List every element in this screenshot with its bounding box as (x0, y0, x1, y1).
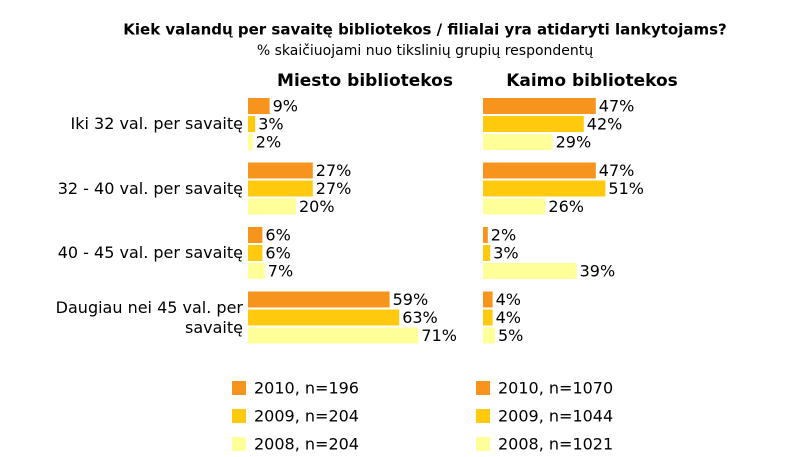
legend-swatch (232, 381, 246, 395)
bar (248, 134, 253, 150)
bar (248, 245, 263, 261)
value-label: 29% (556, 133, 592, 152)
panel-title: Miesto bibliotekos (277, 71, 453, 91)
value-label: 20% (299, 197, 335, 216)
category-label: Daugiau nei 45 val. per savaitę (55, 297, 243, 337)
value-label: 63% (402, 308, 438, 327)
value-label: 6% (265, 244, 290, 263)
value-label: 4% (496, 308, 521, 327)
bar (248, 227, 263, 243)
bar (248, 327, 419, 344)
bar (483, 291, 493, 308)
legend-swatch (476, 381, 490, 395)
value-label: 47% (599, 161, 635, 180)
bar (483, 263, 577, 279)
category-label: 32 - 40 val. per savaitę (57, 178, 243, 198)
value-label: 47% (599, 97, 635, 116)
value-label: 42% (587, 115, 623, 134)
chart-title: Kiek valandų per savaitę bibliotekos / f… (123, 21, 726, 39)
bar (248, 309, 400, 326)
legend-label: 2008, n=204 (254, 435, 359, 454)
legend-label: 2010, n=196 (254, 379, 359, 398)
value-label: 2% (256, 133, 281, 152)
value-label: 7% (268, 262, 293, 281)
bar (248, 116, 256, 132)
legend-label: 2008, n=1021 (498, 435, 613, 454)
value-label: 27% (316, 161, 352, 180)
legend-swatch (476, 409, 490, 423)
bar (483, 327, 495, 344)
bar (248, 98, 270, 114)
bar (483, 98, 596, 114)
value-label: 39% (580, 262, 616, 281)
value-label: 9% (273, 97, 298, 116)
value-label: 51% (608, 179, 644, 198)
bar (248, 162, 313, 179)
value-label: 26% (548, 197, 584, 216)
value-label: 59% (393, 290, 429, 309)
value-label: 27% (316, 179, 352, 198)
bar (483, 309, 493, 326)
bar (483, 198, 546, 215)
bar (483, 180, 606, 197)
bar (248, 180, 313, 197)
bar (483, 227, 488, 243)
category-label: Iki 32 val. per savaitę (70, 114, 244, 133)
bar (483, 116, 584, 132)
legend-label: 2009, n=1044 (498, 407, 613, 426)
value-label: 5% (498, 326, 523, 345)
bar (248, 263, 265, 279)
bar (248, 198, 296, 215)
bar (248, 291, 390, 308)
legend-swatch (476, 437, 490, 451)
legend-label: 2009, n=204 (254, 407, 359, 426)
bar (483, 245, 491, 261)
bar (483, 134, 553, 150)
value-label: 3% (493, 244, 518, 263)
panel-title: Kaimo bibliotekos (506, 71, 678, 91)
value-label: 71% (421, 326, 457, 345)
value-label: 3% (258, 115, 283, 134)
legend-swatch (232, 409, 246, 423)
chart-subtitle: % skaičiuojami nuo tikslinių grupių resp… (257, 43, 593, 59)
bar (483, 162, 596, 179)
category-label: 40 - 45 val. per savaitę (57, 243, 243, 262)
value-label: 6% (265, 226, 290, 245)
value-label: 4% (496, 290, 521, 309)
value-label: 2% (491, 226, 516, 245)
legend-swatch (232, 437, 246, 451)
legend-label: 2010, n=1070 (498, 379, 613, 398)
